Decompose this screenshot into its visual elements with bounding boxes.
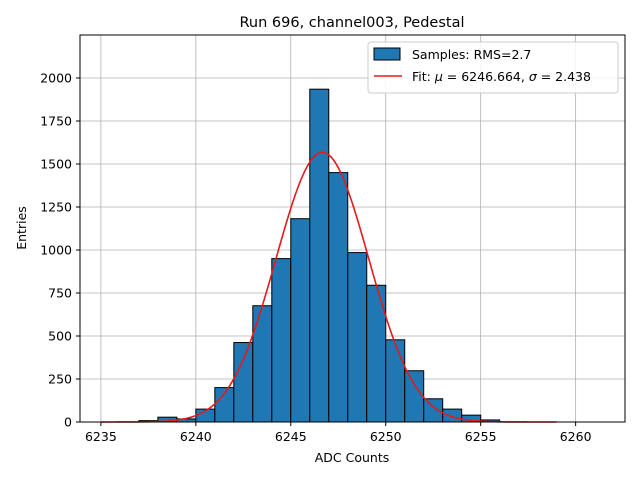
x-tick-label: 6235 [85, 429, 117, 444]
histogram-bar [404, 370, 425, 423]
x-tick-label: 6255 [465, 429, 497, 444]
y-tick-label: 1500 [40, 157, 72, 172]
legend-fit-end: = 2.438 [537, 69, 591, 84]
x-axis-label: ADC Counts [315, 450, 390, 465]
y-tick-label: 1250 [40, 200, 72, 215]
y-tick-label: 1000 [40, 243, 72, 258]
histogram-bar [290, 218, 311, 423]
legend-fit-mid: = 6246.664, [443, 69, 529, 84]
histogram-bar [385, 339, 406, 423]
legend-fit-label: Fit: μ = 6246.664, σ = 2.438 [412, 69, 591, 84]
y-axis-label: Entries [14, 206, 29, 250]
y-axis-ticks: 0 250 500 750 1000 1250 1500 1750 2000 [40, 71, 80, 430]
fit-curve [100, 151, 557, 423]
legend-bars-swatch [373, 47, 401, 61]
histogram-bar [252, 305, 273, 423]
chart-title: Run 696, channel003, Pedestal [239, 15, 464, 31]
histogram-bar [233, 342, 254, 423]
legend: Samples: RMS=2.7 Fit: μ = 6246.664, σ = … [367, 41, 619, 94]
histogram-bar [442, 408, 463, 423]
y-tick-label: 2000 [40, 71, 72, 86]
x-tick-label: 6240 [180, 429, 212, 444]
x-tick-label: 6250 [370, 429, 402, 444]
legend-fit-sigma: σ [529, 69, 538, 84]
y-tick-label: 500 [48, 329, 72, 344]
y-tick-label: 750 [48, 286, 72, 301]
histogram-bar [271, 258, 292, 423]
x-tick-label: 6260 [560, 429, 592, 444]
legend-box [367, 41, 619, 94]
x-tick-label: 6245 [275, 429, 307, 444]
legend-fit-mu: μ [434, 69, 443, 84]
x-axis-ticks: 6235 6240 6245 6250 6255 6260 [85, 422, 592, 444]
histogram-bar [347, 252, 368, 423]
y-tick-label: 250 [48, 372, 72, 387]
histogram-bar [328, 172, 349, 423]
y-tick-label: 1750 [40, 114, 72, 129]
plot-frame [79, 34, 626, 423]
legend-bars-label: Samples: RMS=2.7 [412, 47, 531, 62]
legend-fit-prefix: Fit: [412, 69, 435, 84]
histogram-bar [309, 88, 330, 423]
y-tick-label: 0 [64, 415, 72, 430]
